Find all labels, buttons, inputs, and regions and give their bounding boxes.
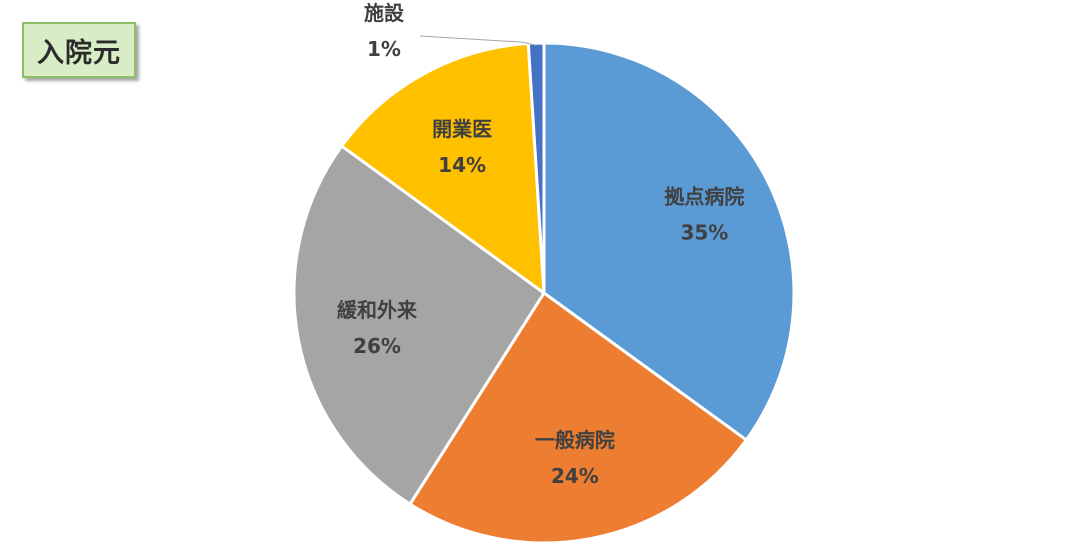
slice-percent-label: 1% <box>367 37 401 61</box>
slice-percent-label: 24% <box>551 464 599 488</box>
slice-percent-label: 26% <box>353 334 401 358</box>
slice-label: 施設 <box>364 1 405 25</box>
leader-line <box>419 35 537 46</box>
slice-label: 開業医 <box>432 117 492 141</box>
chart-title: 入院元 <box>22 22 136 78</box>
slice-kyoten <box>542 41 796 442</box>
slice-percent-label: 35% <box>680 220 728 244</box>
slice-kanwa <box>292 144 546 506</box>
slice-label: 拠点病院 <box>664 184 744 208</box>
slice-ippan <box>408 291 748 545</box>
slice-label: 一般病院 <box>535 428 615 452</box>
slice-label: 緩和外来 <box>337 298 418 322</box>
slice-percent-label: 14% <box>438 153 486 177</box>
slice-kaigyoui <box>340 41 546 295</box>
